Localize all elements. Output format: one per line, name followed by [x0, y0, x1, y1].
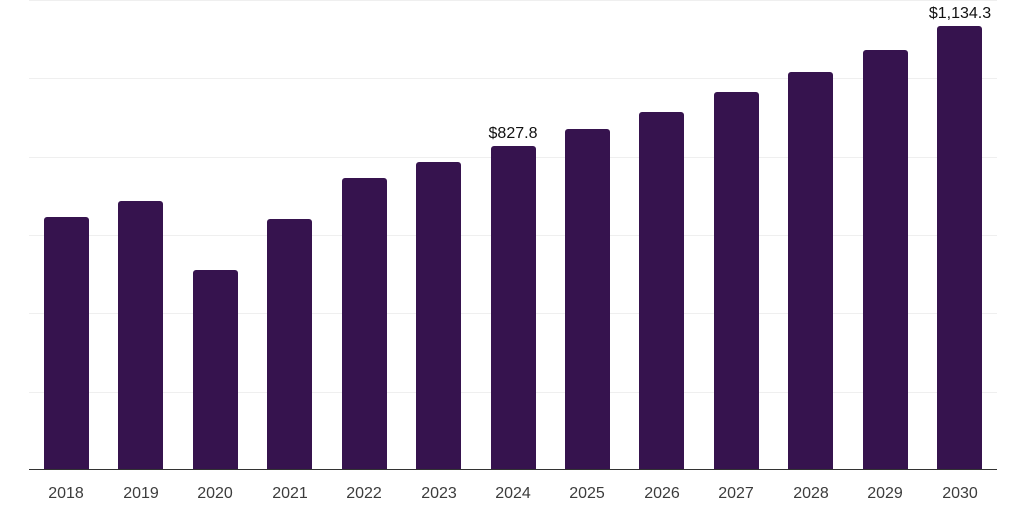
x-tick-label-2030: 2030 — [942, 485, 978, 502]
gridline-y-1000 — [29, 78, 997, 79]
bar-2019 — [118, 201, 163, 470]
bar-2021 — [267, 219, 312, 470]
x-tick-label-2018: 2018 — [48, 485, 84, 502]
x-tick-label-2029: 2029 — [867, 485, 903, 502]
x-tick-label-2020: 2020 — [197, 485, 233, 502]
x-tick-label-2022: 2022 — [346, 485, 382, 502]
bar-2029 — [863, 50, 908, 470]
x-tick-label-2026: 2026 — [644, 485, 680, 502]
bar-2024 — [491, 146, 536, 470]
x-tick-label-2025: 2025 — [569, 485, 605, 502]
bar-2030 — [937, 26, 982, 470]
bar-value-label-2024: $827.8 — [488, 125, 538, 142]
bar-value-label-2030: $1,134.3 — [928, 5, 992, 22]
bar-2020 — [193, 270, 238, 470]
bar-2025 — [565, 129, 610, 470]
bar-2028 — [788, 72, 833, 470]
gridline-y-1200 — [29, 0, 997, 1]
bar-2022 — [342, 178, 387, 470]
x-tick-label-2028: 2028 — [793, 485, 829, 502]
x-tick-label-2019: 2019 — [123, 485, 159, 502]
bar-2026 — [639, 112, 684, 470]
x-tick-label-2024: 2024 — [495, 485, 531, 502]
bar-2027 — [714, 92, 759, 470]
bar-2023 — [416, 162, 461, 470]
x-tick-label-2023: 2023 — [421, 485, 457, 502]
bar-2018 — [44, 217, 89, 470]
x-tick-label-2021: 2021 — [272, 485, 308, 502]
x-tick-label-2027: 2027 — [718, 485, 754, 502]
x-axis-line — [29, 469, 997, 470]
